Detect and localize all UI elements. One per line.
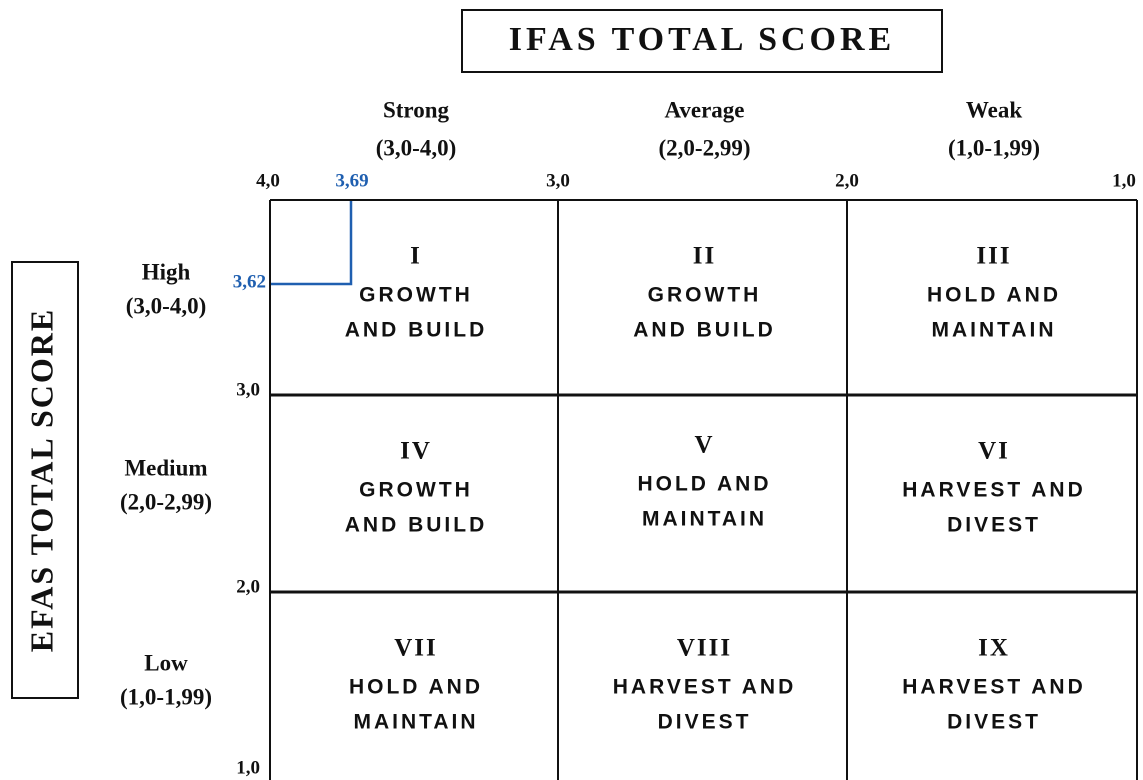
cell-strategy: GROWTH [359, 284, 473, 307]
x-tick-label: 1,0 [1112, 170, 1136, 191]
column-label: Weak [966, 97, 1022, 122]
cell-numeral: VI [978, 438, 1010, 465]
x-tick-label: 4,0 [256, 170, 280, 191]
cell-strategy: HARVEST AND [902, 479, 1086, 502]
cell-numeral: VIII [677, 635, 732, 662]
row-label: Medium [124, 455, 207, 480]
cell-strategy: MAINTAIN [642, 508, 767, 531]
row-range: (3,0-4,0) [126, 293, 206, 318]
cell-strategy: HOLD AND [349, 676, 483, 699]
row-range: (2,0-2,99) [120, 489, 212, 514]
y-tick-label: 3,0 [236, 379, 260, 400]
marker-y-label: 3,62 [233, 271, 266, 292]
ifas-title-box [461, 9, 943, 73]
cell-strategy: DIVEST [947, 514, 1041, 537]
cell-strategy: HOLD AND [637, 473, 771, 496]
marker-x-label: 3,69 [335, 170, 368, 191]
row-label: Low [144, 650, 188, 675]
cell-numeral: VII [394, 635, 438, 662]
cell-numeral: III [976, 243, 1011, 270]
cell-strategy: AND BUILD [345, 514, 488, 537]
cell-strategy: DIVEST [658, 711, 752, 734]
cell-strategy: GROWTH [648, 284, 762, 307]
cell-strategy: MAINTAIN [931, 319, 1056, 342]
cell-strategy: DIVEST [947, 711, 1041, 734]
cell-strategy: AND BUILD [345, 319, 488, 342]
score-marker [270, 200, 353, 286]
cell-strategy: GROWTH [359, 479, 473, 502]
cell-numeral: V [694, 432, 714, 459]
column-label: Average [664, 97, 744, 122]
row-label: High [142, 259, 191, 284]
column-label: Strong [383, 97, 450, 122]
cell-numeral: I [410, 243, 422, 270]
cell-strategy: HARVEST AND [902, 676, 1086, 699]
cell-numeral: II [693, 243, 716, 270]
cell-strategy: HARVEST AND [613, 676, 797, 699]
x-tick-label: 3,0 [546, 170, 570, 191]
y-tick-label: 2,0 [236, 576, 260, 597]
cell-strategy: AND BUILD [633, 319, 776, 342]
y-tick-label: 1,0 [236, 757, 260, 778]
cell-numeral: IV [400, 438, 432, 465]
cell-numeral: IX [978, 635, 1010, 662]
ifas-title: IFAS TOTAL SCORE [509, 21, 896, 58]
efas-title: EFAS TOTAL SCORE [23, 308, 59, 652]
column-range: (1,0-1,99) [948, 135, 1040, 160]
cell-strategy: HOLD AND [927, 284, 1061, 307]
x-tick-label: 2,0 [835, 170, 859, 191]
column-range: (3,0-4,0) [376, 135, 456, 160]
cell-strategy: MAINTAIN [353, 711, 478, 734]
efas-title-box [11, 261, 79, 699]
column-range: (2,0-2,99) [659, 135, 751, 160]
row-range: (1,0-1,99) [120, 684, 212, 709]
